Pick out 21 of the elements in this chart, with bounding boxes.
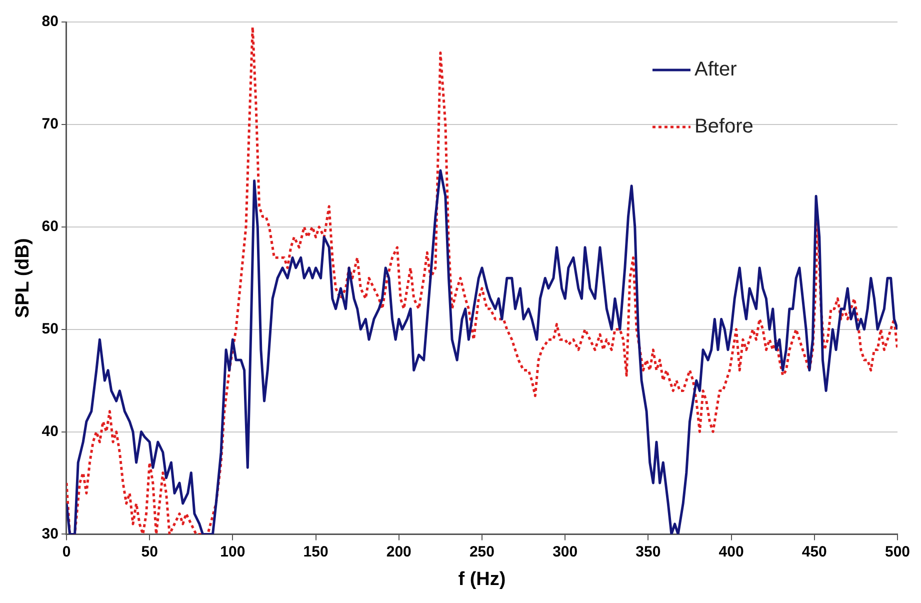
x-axis-title: f (Hz) <box>458 568 506 590</box>
x-tick-label: 400 <box>718 543 744 560</box>
y-tick-label: 40 <box>42 422 58 440</box>
legend-label: Before <box>694 116 754 138</box>
x-tick-label: 50 <box>141 543 158 560</box>
x-tick-label: 200 <box>386 543 412 560</box>
y-tick-label: 30 <box>42 525 58 542</box>
x-tick-label: 450 <box>802 543 827 560</box>
y-tick-label: 50 <box>42 320 58 338</box>
y-tick-label: 80 <box>42 13 58 30</box>
y-tick-label: 70 <box>42 116 58 133</box>
y-tick-label: 60 <box>42 218 58 236</box>
y-axis-title: SPL (dB) <box>12 238 34 318</box>
legend-label: After <box>694 58 738 81</box>
x-tick-label: 0 <box>62 543 71 560</box>
x-tick-label: 300 <box>552 543 578 560</box>
x-tick-label: 350 <box>636 543 661 560</box>
x-tick-label: 500 <box>884 543 910 560</box>
x-tick-label: 100 <box>220 543 246 560</box>
x-tick-label: 250 <box>469 543 494 560</box>
x-tick-label: 150 <box>303 543 328 560</box>
